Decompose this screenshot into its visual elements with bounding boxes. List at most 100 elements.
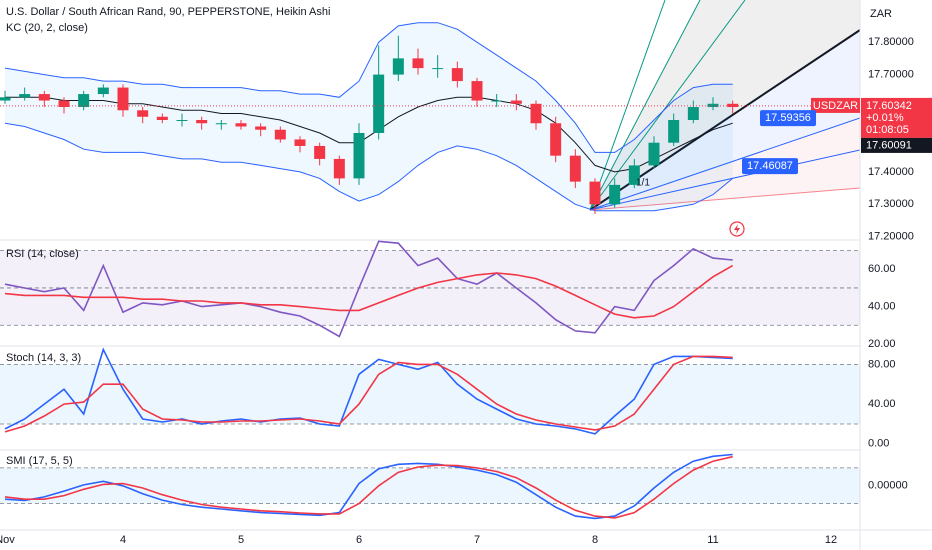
- alert-circle: [729, 221, 745, 237]
- kc-lower: [4, 122, 734, 212]
- pane: [0, 22, 739, 215]
- axis-currency: ZAR: [870, 8, 892, 20]
- candle-body: [314, 145, 326, 159]
- y-tick-label: 0.00: [868, 438, 889, 450]
- candle-body: [530, 103, 542, 124]
- candle-body: [156, 116, 168, 120]
- x-tick-label: 12: [825, 534, 837, 546]
- candle-body: [451, 68, 463, 82]
- candle-body: [609, 184, 621, 205]
- candle-body: [432, 68, 444, 70]
- y-tick-label: 17.70000: [868, 69, 914, 81]
- y-tick-label: 17.30000: [868, 198, 914, 210]
- pane: [0, 240, 860, 338]
- drawing-label-bg: [760, 110, 816, 127]
- plot-area: 17.20000 17.30000 17.40000 17.70000 17.80000…: [0, 22, 932, 546]
- pane: [0, 453, 860, 520]
- candle-body: [294, 139, 306, 146]
- fan-line: [589, 187, 860, 211]
- candle-body: [648, 142, 660, 166]
- candle-body: [333, 158, 345, 179]
- fan-line: [589, 149, 860, 211]
- y-tick-label: 17.20000: [868, 231, 914, 243]
- candle-body: [97, 87, 109, 95]
- indicator-label: KC (20, 2, close): [6, 22, 88, 34]
- y-tick-label: 80.00: [868, 358, 896, 370]
- candle-body: [353, 132, 365, 179]
- candle-body: [569, 155, 581, 182]
- candle-body: [255, 126, 267, 130]
- series-line: [4, 240, 733, 338]
- candle-body: [117, 87, 129, 111]
- drawing-label: 17.59356: [765, 112, 811, 124]
- series-line: [4, 355, 733, 433]
- candle-body: [687, 107, 699, 120]
- x-tick-label: 8: [592, 534, 598, 546]
- chart-title: U.S. Dollar / South African Rand, 90, PE…: [6, 6, 330, 18]
- alert-icon: [729, 221, 745, 237]
- drawing-label: 17.46087: [747, 160, 793, 172]
- price-line-tag-bg: [861, 137, 932, 153]
- candle-body: [471, 81, 483, 101]
- y-tick-label: 17.80000: [868, 36, 914, 48]
- x-tick-label: 6: [356, 534, 362, 546]
- series-line: [4, 453, 733, 520]
- candle-body: [392, 58, 404, 75]
- symbol-tag-bg: [811, 97, 860, 113]
- candle-body: [412, 58, 424, 69]
- pane: [0, 347, 860, 435]
- candle-body: [176, 120, 188, 121]
- candle-body: [215, 123, 227, 125]
- candle-body: [589, 181, 601, 205]
- price-tag-bg: [861, 97, 932, 138]
- candle-body: [58, 100, 70, 108]
- candle-body: [727, 103, 739, 108]
- fan-line: [589, 0, 701, 211]
- fan-line: [589, 0, 746, 211]
- fan-line: [589, 0, 666, 211]
- y-tick-label: 20.00: [868, 338, 896, 350]
- x-tick-label: Nov: [0, 534, 15, 546]
- countdown: 01:08:05: [866, 124, 909, 136]
- candle-body: [628, 165, 640, 185]
- candle-body: [373, 74, 385, 133]
- candle-body: [0, 97, 11, 101]
- candle-body: [78, 94, 90, 108]
- price-change: +0.01%: [866, 112, 904, 124]
- x-tick-label: 5: [238, 534, 244, 546]
- series-line: [4, 347, 733, 435]
- band-fill: [0, 467, 860, 504]
- series-line: [4, 455, 733, 519]
- pane-title: Stoch (14, 3, 3): [6, 352, 81, 364]
- legend-bg: [0, 2, 385, 36]
- y-tick-label: 0.00000: [868, 480, 908, 492]
- kc-upper: [4, 22, 733, 153]
- last-price: 17.60342: [866, 100, 912, 112]
- candle-body: [196, 120, 208, 124]
- x-tick-label: 11: [707, 534, 718, 546]
- candle-body: [510, 100, 522, 104]
- x-tick-label: 7: [474, 534, 480, 546]
- x-tick-label: 4: [120, 534, 126, 546]
- candle-body: [550, 123, 562, 156]
- candle-body: [235, 123, 247, 127]
- y-tick-label: 17.40000: [868, 166, 914, 178]
- candle-body: [19, 94, 31, 98]
- price-line-tag: 17.60091: [866, 139, 912, 151]
- candle-body: [668, 120, 680, 143]
- candle-body: [274, 129, 286, 140]
- y-tick-label: 40.00: [868, 301, 896, 313]
- fan-label: 1/1: [636, 178, 650, 189]
- alert-bolt: [734, 224, 740, 234]
- drawing-label-bg: [742, 158, 798, 175]
- symbol-tag: USDZAR: [813, 100, 858, 112]
- candle-body: [137, 110, 149, 117]
- series-line: [4, 264, 734, 319]
- y-tick-label: 40.00: [868, 398, 896, 410]
- candle-body: [38, 94, 50, 101]
- y-tick-label: 60.00: [868, 263, 896, 275]
- pane-title: RSI (14, close): [6, 248, 79, 260]
- kc-fill: [5, 22, 733, 211]
